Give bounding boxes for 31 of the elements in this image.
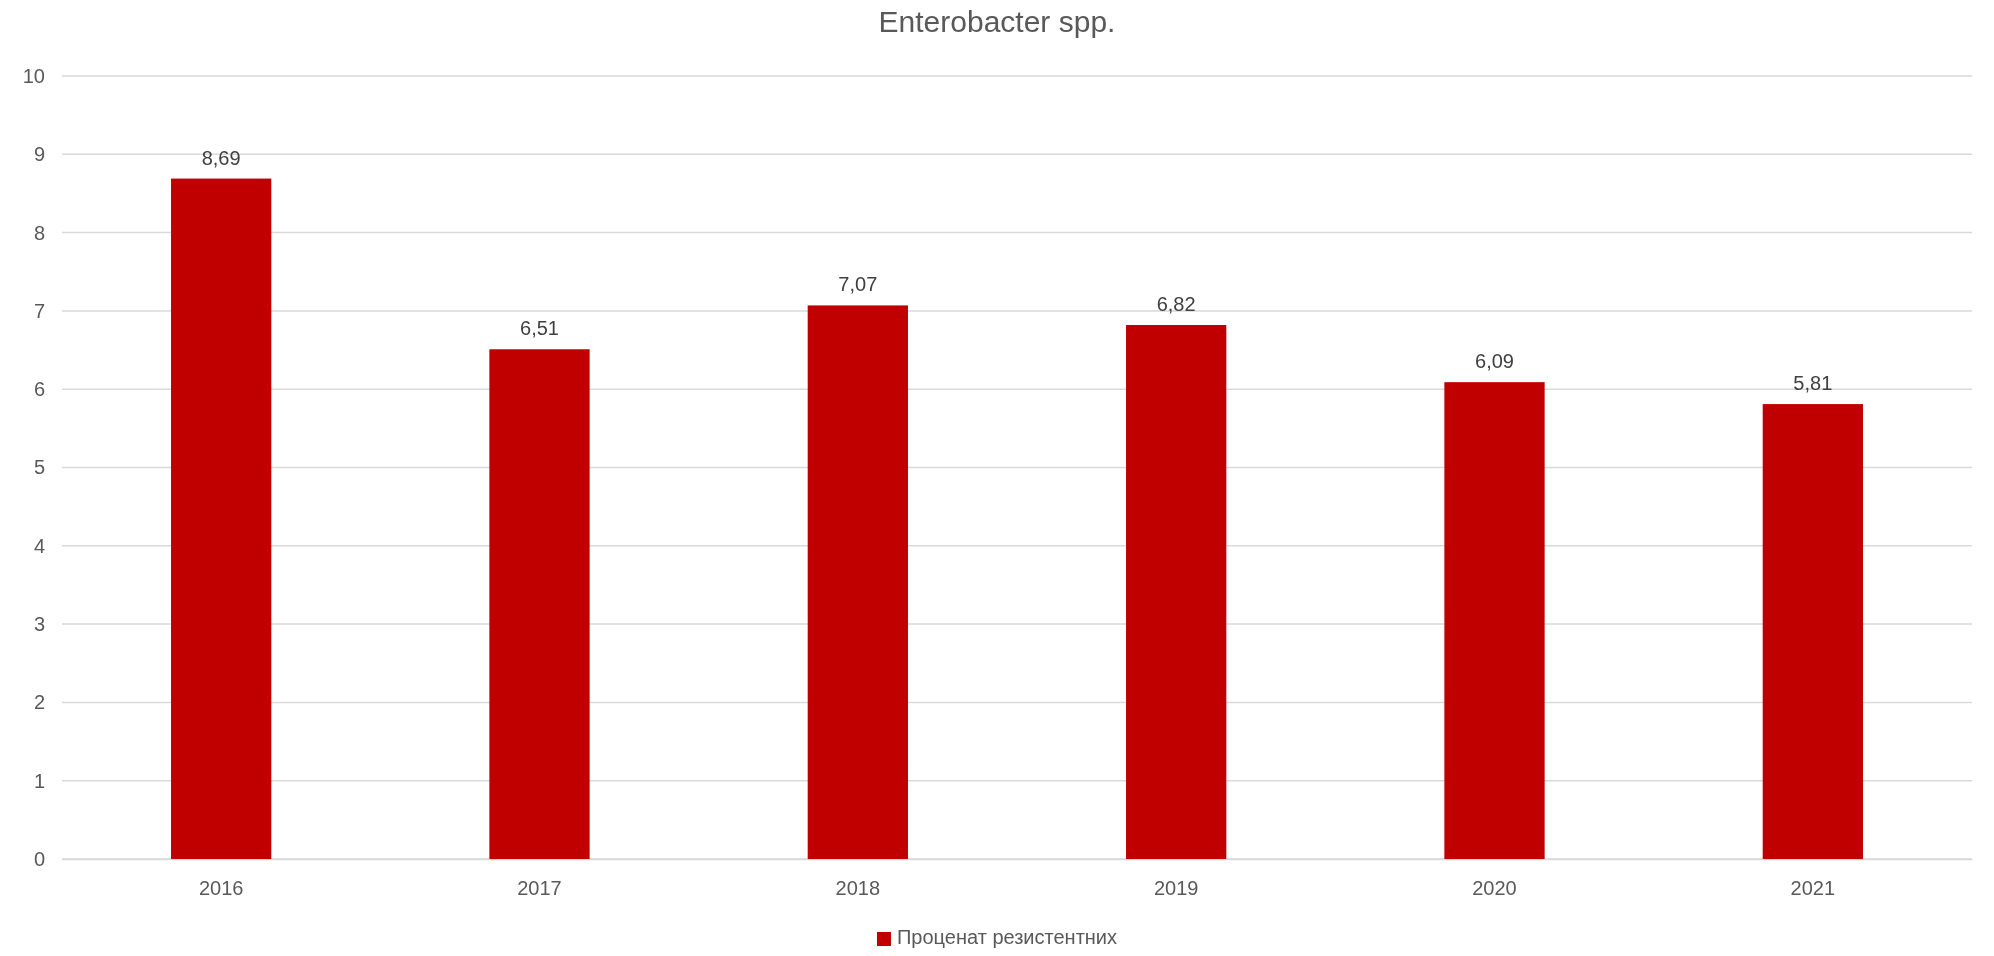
bar — [1762, 404, 1863, 859]
y-tick-label: 7 — [33, 299, 45, 322]
y-tick-label: 6 — [33, 378, 45, 401]
y-tick-label: 8 — [33, 221, 45, 244]
y-tick-label: 10 — [22, 64, 45, 87]
bar — [489, 349, 590, 859]
data-label: 6,51 — [520, 317, 559, 340]
data-label: 7,07 — [838, 273, 878, 296]
bar — [1444, 382, 1545, 859]
bar — [1126, 324, 1227, 859]
x-tick-label: 2017 — [517, 877, 562, 900]
data-label: 6,09 — [1475, 350, 1514, 373]
legend-label: Проценат резистентних — [896, 926, 1118, 948]
x-tick-label: 2016 — [198, 877, 244, 900]
bar — [807, 305, 908, 859]
data-label: 5,81 — [1793, 372, 1833, 395]
y-tick-label: 2 — [33, 691, 45, 714]
bar — [171, 178, 272, 859]
data-label: 6,82 — [1156, 292, 1196, 315]
y-tick-label: 1 — [33, 769, 45, 792]
chart-title: Enterobacter spp. — [878, 5, 1116, 38]
y-tick-label: 3 — [33, 613, 45, 635]
y-tick-label: 4 — [33, 534, 45, 557]
x-tick-label: 2021 — [1790, 877, 1836, 900]
y-tick-label: 9 — [33, 143, 45, 166]
x-tick-label: 2018 — [835, 877, 881, 900]
y-tick-label: 0 — [33, 847, 45, 870]
data-label: 8,69 — [201, 146, 241, 169]
y-tick-label: 5 — [33, 456, 45, 479]
x-tick-label: 2020 — [1472, 877, 1517, 900]
x-tick-label: 2019 — [1153, 877, 1199, 900]
